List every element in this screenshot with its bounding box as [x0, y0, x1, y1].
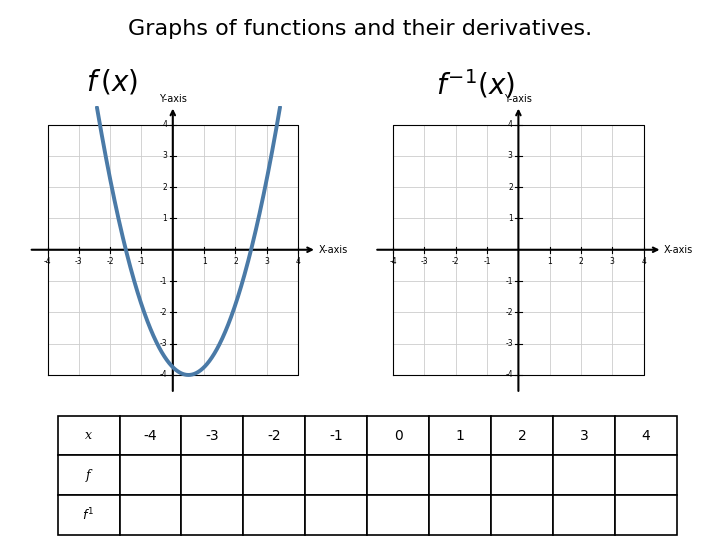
- Text: $f\,(x)$: $f\,(x)$: [86, 68, 138, 97]
- Text: -3: -3: [75, 256, 83, 266]
- Text: -4: -4: [160, 370, 167, 380]
- Text: -4: -4: [390, 256, 397, 266]
- Text: 1: 1: [163, 214, 167, 223]
- Text: -2: -2: [160, 308, 167, 317]
- Text: -2: -2: [505, 308, 513, 317]
- Text: 4: 4: [642, 256, 646, 266]
- Text: 2: 2: [163, 183, 167, 192]
- Text: $f^{-1}(x)$: $f^{-1}(x)$: [436, 68, 515, 100]
- Text: 2: 2: [508, 183, 513, 192]
- Text: 3: 3: [610, 256, 615, 266]
- Text: 2: 2: [233, 256, 238, 266]
- Text: 2: 2: [579, 256, 583, 266]
- Text: Graphs of functions and their derivatives.: Graphs of functions and their derivative…: [128, 19, 592, 39]
- Text: 1: 1: [202, 256, 207, 266]
- Text: -1: -1: [160, 276, 167, 286]
- Text: 4: 4: [162, 120, 167, 129]
- Text: -1: -1: [505, 276, 513, 286]
- Text: -4: -4: [44, 256, 51, 266]
- Text: X-axis: X-axis: [318, 245, 348, 255]
- Text: X-axis: X-axis: [664, 245, 693, 255]
- Text: 3: 3: [162, 151, 167, 160]
- Text: -1: -1: [138, 256, 145, 266]
- Text: -3: -3: [420, 256, 428, 266]
- Text: -2: -2: [107, 256, 114, 266]
- Text: 1: 1: [547, 256, 552, 266]
- Text: -3: -3: [505, 339, 513, 348]
- Text: 3: 3: [264, 256, 269, 266]
- Text: Y-axis: Y-axis: [505, 94, 532, 104]
- Text: -4: -4: [505, 370, 513, 380]
- Text: -1: -1: [483, 256, 491, 266]
- Text: 4: 4: [296, 256, 300, 266]
- Text: 4: 4: [508, 120, 513, 129]
- Text: 3: 3: [508, 151, 513, 160]
- Text: 1: 1: [508, 214, 513, 223]
- Text: Y-axis: Y-axis: [159, 94, 186, 104]
- Text: -3: -3: [160, 339, 167, 348]
- Text: -2: -2: [452, 256, 459, 266]
